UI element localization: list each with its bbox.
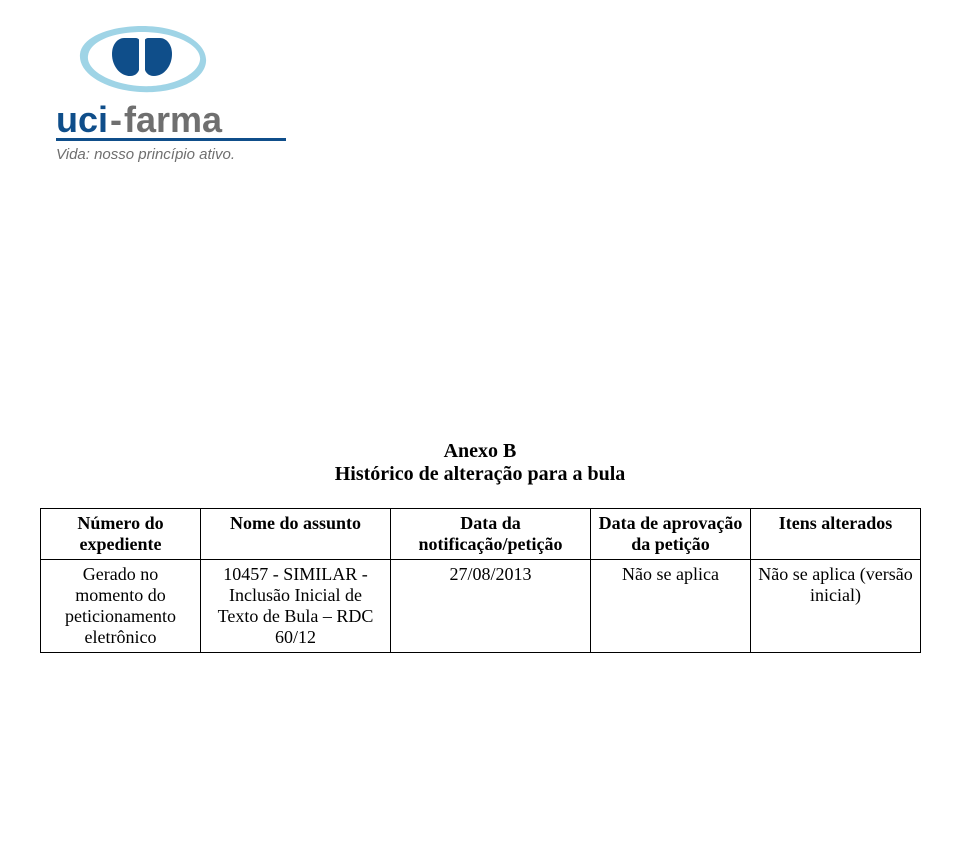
history-table: Número do expediente Nome do assunto Dat… — [40, 508, 921, 653]
table-cell-c4: Não se aplica — [591, 560, 751, 653]
page: uci - farma Vida: nosso princípio ativo.… — [0, 0, 960, 846]
logo-text-farma: farma — [124, 99, 222, 141]
annex-heading: Anexo B Histórico de alteração para a bu… — [0, 440, 960, 486]
table-cell-c5: Não se aplica (versão inicial) — [751, 560, 921, 653]
table-row: Gerado no momento do peticionamento elet… — [41, 560, 921, 653]
table-header-col4: Data de aprovação da petição — [591, 509, 751, 560]
table-header-col5: Itens alterados — [751, 509, 921, 560]
table-header-col3: Data da notificação/petição — [391, 509, 591, 560]
table-header-row: Número do expediente Nome do assunto Dat… — [41, 509, 921, 560]
logo-text-sep: - — [110, 99, 122, 141]
table-cell-c1: Gerado no momento do peticionamento elet… — [41, 560, 201, 653]
annex-subtitle: Histórico de alteração para a bula — [0, 463, 960, 486]
logo-text-uci: uci — [56, 99, 108, 141]
annex-title: Anexo B — [0, 440, 960, 463]
logo-mark-icon — [72, 20, 212, 98]
table-header-col2: Nome do assunto — [201, 509, 391, 560]
logo-wordmark: uci - farma — [56, 98, 316, 142]
table-header-col1: Número do expediente — [41, 509, 201, 560]
logo-underline — [56, 138, 286, 141]
table-cell-c3: 27/08/2013 — [391, 560, 591, 653]
table-cell-c2: 10457 - SIMILAR - Inclusão Inicial de Te… — [201, 560, 391, 653]
company-logo: uci - farma Vida: nosso princípio ativo. — [56, 20, 316, 180]
logo-tagline: Vida: nosso princípio ativo. — [56, 146, 235, 163]
